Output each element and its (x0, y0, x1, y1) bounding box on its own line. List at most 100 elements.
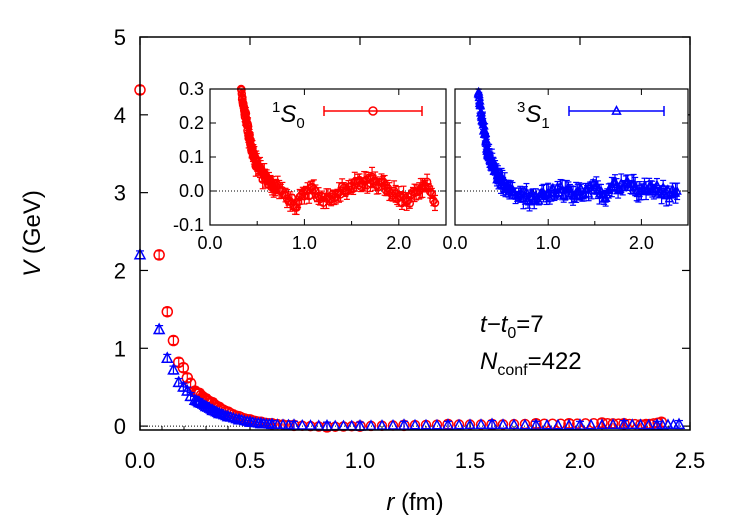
data-point (293, 197, 303, 207)
data-point (422, 177, 432, 187)
inset-frame (209, 88, 447, 226)
data-point (153, 249, 165, 261)
data-point (672, 185, 682, 195)
data-point (227, 411, 240, 423)
data-point (485, 417, 499, 430)
data-point (271, 418, 284, 429)
legend: 3S1 (517, 99, 665, 132)
x-tick-label: 1.0 (536, 233, 561, 253)
data-point (596, 418, 608, 430)
data-point (409, 418, 421, 430)
x-tick-label: 1.5 (455, 448, 486, 473)
x-tick-label: 1.0 (292, 233, 317, 253)
data-point (617, 417, 631, 430)
x-tick-label: 0.5 (235, 448, 266, 473)
x-tick-label: 0.0 (197, 233, 222, 253)
data-point (167, 362, 180, 375)
x-tick-label: 2.0 (565, 448, 596, 473)
series-1S0 (236, 84, 440, 216)
data-point (378, 177, 388, 186)
data-point (573, 418, 587, 430)
data-point (181, 383, 194, 396)
data-point (277, 418, 289, 430)
data-point (210, 405, 222, 417)
data-point (177, 361, 190, 374)
y-tick-label: 0.0 (179, 181, 204, 201)
data-point (667, 418, 680, 429)
data-point (508, 418, 520, 430)
y-tick-label: 1 (114, 336, 126, 361)
data-point (152, 322, 166, 335)
y-tick-label: 0 (114, 414, 126, 439)
x-axis-title: r (fm) (386, 489, 443, 516)
data-point (642, 418, 655, 430)
data-point (521, 186, 532, 196)
annotation-nconf: Nconf=422 (480, 348, 582, 379)
series-3S1 (473, 86, 682, 212)
x-tick-label: 2.0 (629, 233, 654, 253)
data-point (497, 418, 509, 429)
data-point (563, 418, 575, 430)
data-point (672, 417, 686, 430)
data-point (167, 334, 180, 347)
y-tick-label: 0.3 (179, 79, 204, 99)
data-point (177, 380, 190, 392)
data-point (263, 417, 276, 429)
data-point (534, 195, 544, 205)
data-point (172, 375, 185, 388)
y-tick-label: 3 (114, 181, 126, 206)
data-point (405, 199, 415, 208)
data-point (296, 418, 309, 430)
data-point (203, 402, 216, 413)
data-point (161, 351, 174, 364)
legend: 1S0 (272, 99, 423, 132)
x-tick-label: 1.0 (345, 448, 376, 473)
data-point (464, 418, 476, 430)
data-point (430, 198, 440, 208)
data-point (652, 179, 662, 189)
annotation-time-separation: t−t0=7 (480, 311, 544, 342)
data-point (252, 416, 265, 428)
y-tick-label: 2 (114, 258, 126, 283)
data-point (475, 418, 487, 429)
data-point (230, 412, 243, 424)
data-point (304, 191, 314, 201)
data-point (304, 419, 317, 430)
data-point (420, 418, 432, 430)
y-tick-label: -0.1 (173, 215, 204, 235)
data-point (220, 409, 232, 421)
data-point (529, 418, 543, 430)
main-chart: 0 1 2 3 4 5 0.0 0.5 1.0 1.5 2.0 2.5 V (GeV) r (fm) t−t… (19, 25, 705, 516)
data-point (282, 418, 295, 430)
data-point (626, 418, 639, 429)
y-tick-label: 5 (114, 25, 126, 50)
x-tick-label: 0.0 (442, 233, 467, 253)
data-point (453, 418, 465, 430)
data-point (224, 411, 237, 422)
data-point (634, 418, 647, 430)
inset-chart-3s1: 0.0 1.0 2.0 3S1 (442, 86, 689, 253)
data-point (662, 418, 674, 430)
plot-frame (139, 36, 691, 431)
data-point (611, 105, 622, 115)
data-point (161, 305, 174, 318)
data-point (376, 419, 388, 430)
data-point (585, 418, 597, 430)
x-tick-label: 0.0 (125, 448, 156, 473)
data-point (541, 418, 553, 430)
series-3S1 (133, 247, 686, 431)
data-point (196, 398, 209, 409)
data-point (431, 418, 443, 430)
data-point (519, 418, 531, 430)
data-point (656, 418, 669, 430)
data-point (397, 418, 411, 430)
data-point (184, 389, 197, 402)
data-point (658, 182, 668, 191)
data-point (368, 106, 378, 116)
data-point (441, 418, 455, 430)
data-point (217, 408, 230, 420)
data-point (192, 395, 205, 407)
data-point (387, 418, 399, 430)
